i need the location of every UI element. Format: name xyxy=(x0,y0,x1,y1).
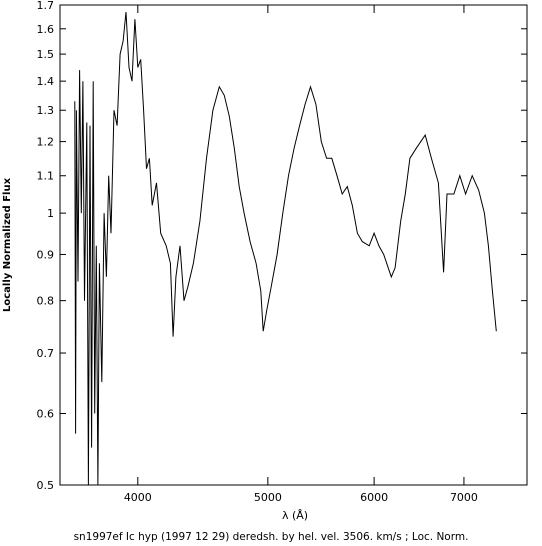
y-tick-label: 1 xyxy=(47,207,54,220)
y-tick-label: 0.6 xyxy=(37,407,55,420)
y-tick-label: 1.4 xyxy=(37,75,55,88)
y-tick-label: 0.5 xyxy=(37,479,55,492)
y-tick-label: 1.6 xyxy=(37,23,55,36)
spectrum-line xyxy=(74,11,497,486)
caption: sn1997ef Ic hyp (1997 12 29) deredsh. by… xyxy=(74,531,469,543)
x-tick-label: 6000 xyxy=(360,491,388,504)
y-tick-label: 0.8 xyxy=(37,295,55,308)
y-tick-label: 1.7 xyxy=(37,0,55,12)
y-tick-label: 0.9 xyxy=(37,248,55,261)
y-tick-label: 1.3 xyxy=(37,104,55,117)
x-axis-label: λ (Å) xyxy=(282,509,308,522)
plot-frame xyxy=(59,4,528,486)
y-tick-label: 1.5 xyxy=(37,48,55,61)
x-tick-label: 7000 xyxy=(450,491,478,504)
x-tick-label: 5000 xyxy=(254,491,282,504)
x-tick-label: 4000 xyxy=(124,491,152,504)
y-axis-label: Locally Normalized Flux xyxy=(2,177,13,312)
y-tick-label: 1.1 xyxy=(37,170,55,183)
y-tick-label: 1.2 xyxy=(37,136,55,149)
y-tick-label: 0.7 xyxy=(37,347,55,360)
